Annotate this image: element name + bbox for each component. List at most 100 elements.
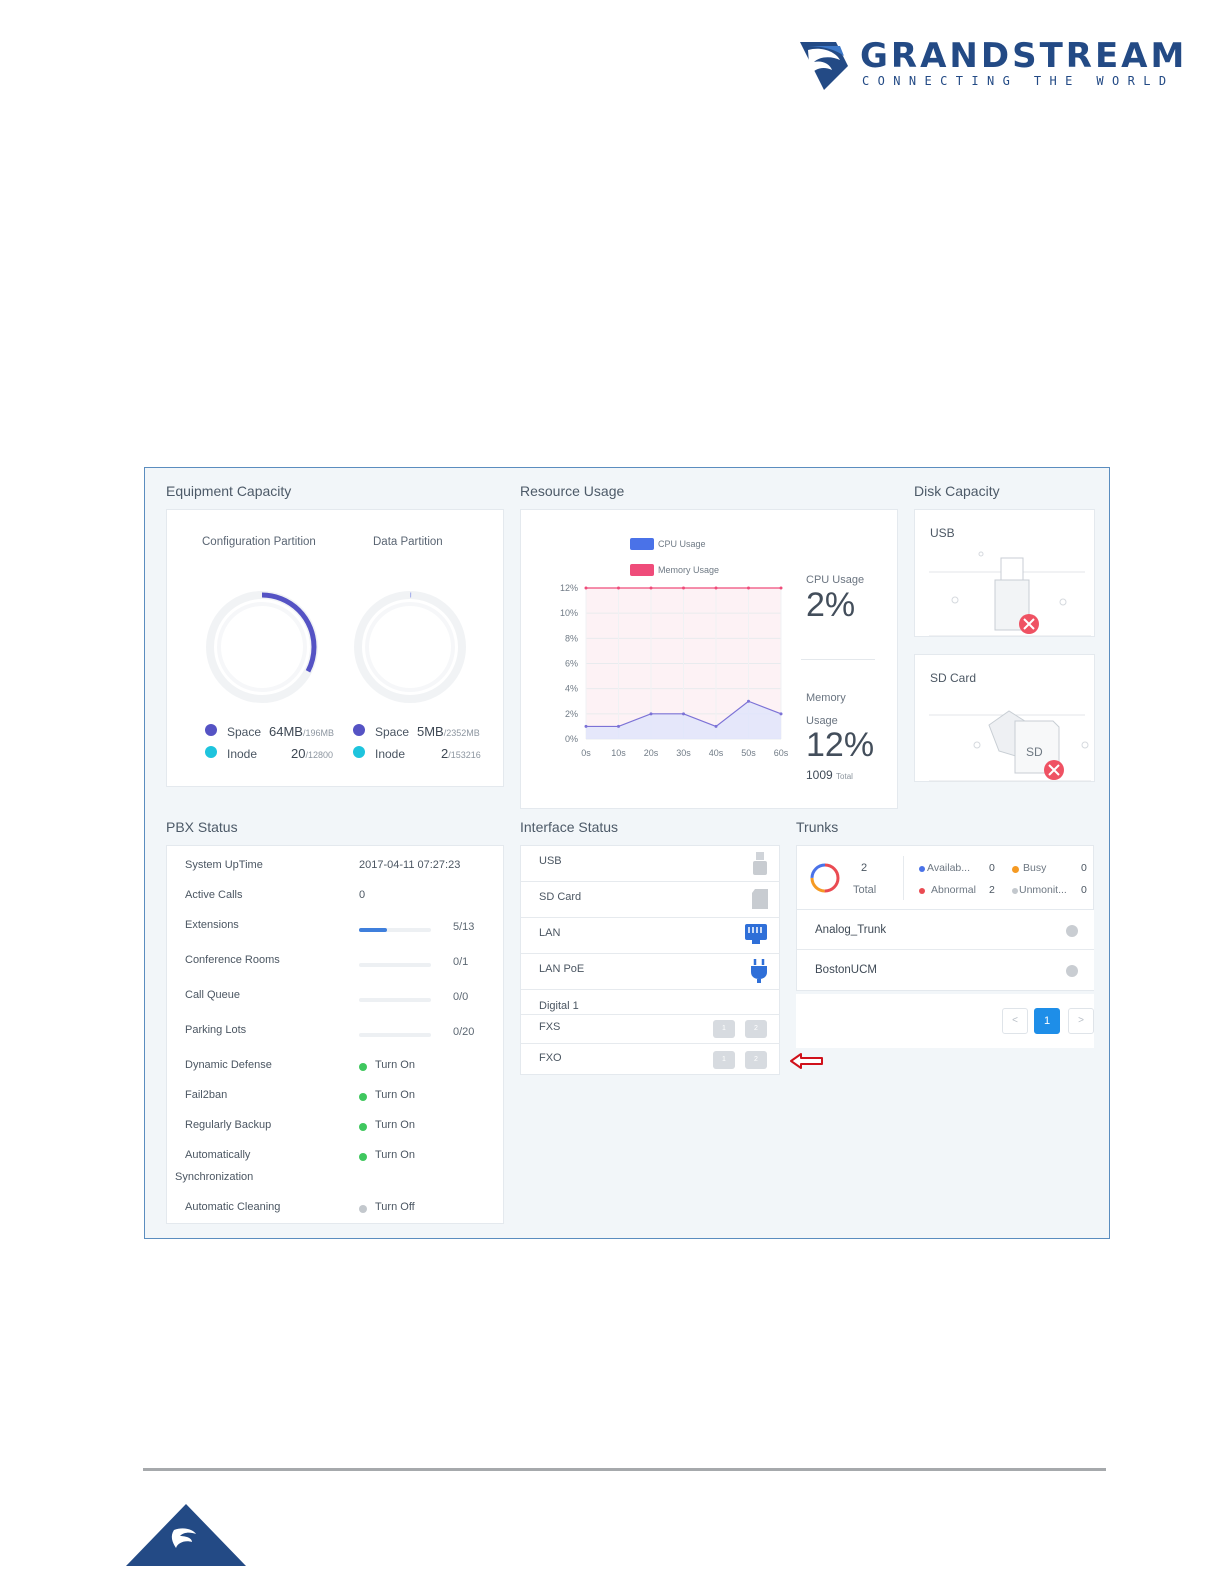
- resource-usage-card: CPU Usage Memory Usage 0% 2% 4% 6% 8% 10% 12% 0…: [520, 509, 898, 809]
- trunks-total-value: 2: [861, 862, 868, 874]
- interface-row-fxs: FXS 1 2: [521, 1014, 780, 1044]
- memory-legend-label: Memory Usage: [658, 565, 720, 575]
- x-tick-label: 10s: [611, 748, 626, 758]
- pbx-row-dynamic-defense: Dynamic Defense Turn On: [185, 1059, 505, 1079]
- interface-row-lan-poe: LAN PoE: [521, 954, 780, 990]
- annotation-arrow-icon: [790, 1053, 823, 1069]
- pbx-count: 0/20: [453, 1026, 475, 1038]
- config-space-arc: [207, 592, 317, 702]
- memory-point: [584, 586, 588, 590]
- pbx-status-text[interactable]: Turn On: [375, 1089, 415, 1101]
- legend-total: /196MB: [302, 728, 334, 738]
- data-inode-legend: Inode 2 /153216: [353, 746, 481, 761]
- unmonitored-dot: [1012, 888, 1018, 894]
- usb-disk-label: USB: [930, 526, 955, 540]
- grandstream-emblem-icon: [800, 42, 848, 90]
- y-tick-label: 10%: [560, 608, 578, 618]
- busy-dot: [1012, 866, 1019, 873]
- pbx-row-active-calls: Active Calls 0: [185, 889, 505, 909]
- sd-card-icon: [929, 710, 1091, 782]
- pbx-label: Automatic Cleaning: [185, 1201, 281, 1213]
- interface-label: FXO: [539, 1052, 562, 1064]
- brand-tagline: CONNECTING THE WORLD: [862, 74, 1175, 88]
- config-partition-donut: [206, 591, 318, 703]
- pbx-label: Regularly Backup: [185, 1119, 272, 1131]
- cpu-legend: CPU Usage: [630, 538, 706, 550]
- data-partition-label: Data Partition: [373, 536, 443, 548]
- memory-point: [682, 586, 685, 590]
- config-partition-label: Configuration Partition: [202, 536, 316, 548]
- pbx-count: 0/0: [453, 991, 469, 1003]
- trunk-status-dot: [1066, 925, 1078, 937]
- memory-swatch: [630, 564, 654, 576]
- config-space-legend: Space 64MB /196MB: [205, 724, 334, 739]
- pbx-label: Active Calls: [185, 889, 243, 901]
- fxs-port-1: 1: [713, 1020, 735, 1038]
- cpu-point: [779, 712, 783, 716]
- available-label: Availab...: [927, 862, 970, 874]
- pbx-label: Call Queue: [185, 989, 241, 1001]
- cpu-swatch: [630, 538, 654, 550]
- equipment-capacity-title: Equipment Capacity: [166, 483, 292, 499]
- interface-row-digital: Digital 1: [521, 990, 780, 1014]
- brand-name: GRANDSTREAM: [860, 36, 1188, 76]
- inode-dot: [205, 746, 217, 758]
- unmonitored-label: Unmonit...: [1019, 884, 1067, 896]
- interface-label: LAN PoE: [539, 963, 585, 975]
- pbx-label: Conference Rooms: [185, 954, 280, 966]
- x-tick-label: 20s: [644, 748, 659, 758]
- fxs-port-2: 2: [745, 1020, 767, 1038]
- disk-capacity-title: Disk Capacity: [914, 483, 1000, 499]
- pbx-label: Parking Lots: [185, 1024, 247, 1036]
- trunk-row[interactable]: BostonUCM: [797, 950, 1094, 990]
- busy-value: 0: [1081, 862, 1087, 874]
- page-1-button[interactable]: 1: [1034, 1008, 1060, 1034]
- pbx-status-text[interactable]: Turn On: [375, 1149, 415, 1161]
- pbx-status-text[interactable]: Turn On: [375, 1059, 415, 1071]
- footer-divider: [143, 1468, 1106, 1471]
- cpu-usage-value: 2%: [806, 586, 856, 624]
- trunk-name: Analog_Trunk: [815, 924, 887, 936]
- status-on-dot: [359, 1093, 367, 1101]
- y-tick-label: 2%: [565, 709, 578, 719]
- grandstream-logo: GRANDSTREAM CONNECTING THE WORLD: [796, 34, 1184, 98]
- next-page-button[interactable]: >: [1068, 1008, 1094, 1034]
- y-tick-label: 8%: [565, 633, 578, 643]
- available-value: 0: [989, 862, 995, 874]
- trunks-total-label: Total: [853, 884, 877, 896]
- pbx-label-continued: Synchronization: [175, 1171, 254, 1183]
- data-partition-donut: [354, 591, 466, 703]
- trunk-row[interactable]: Analog_Trunk: [797, 910, 1094, 950]
- cpu-point: [747, 699, 750, 703]
- legend-value: 2: [441, 746, 449, 761]
- fxo-port-1: 1: [713, 1051, 735, 1069]
- cpu-legend-label: CPU Usage: [658, 539, 706, 549]
- usb-disk-card: USB: [914, 509, 1095, 637]
- abnormal-label: Abnormal: [931, 884, 976, 896]
- interface-label: USB: [539, 855, 562, 867]
- fxo-port-2: 2: [745, 1051, 767, 1069]
- prev-page-button[interactable]: <: [1002, 1008, 1028, 1034]
- pbx-status-text[interactable]: Turn Off: [375, 1201, 415, 1213]
- pbx-status-text[interactable]: Turn On: [375, 1119, 415, 1131]
- y-tick-label: 0%: [565, 734, 578, 744]
- pbx-row-uptime: System UpTime 2017-04-11 07:27:23: [185, 859, 505, 879]
- pbx-row-conference-rooms: Conference Rooms 0/1: [185, 954, 505, 974]
- divider: [801, 659, 875, 660]
- available-dot: [919, 866, 925, 872]
- interface-label: Digital 1: [539, 1000, 579, 1012]
- legend-label: Inode: [375, 747, 406, 761]
- pbx-label: Fail2ban: [185, 1089, 228, 1101]
- trunks-summary-card: 2 Total Availab... 0 Busy 0 Abnormal 2 U…: [796, 845, 1094, 909]
- pbx-value: 2017-04-11 07:27:23: [359, 859, 461, 871]
- cpu-point: [714, 724, 718, 728]
- space-dot: [205, 724, 217, 736]
- call-queue-progress-bar: [359, 998, 431, 1002]
- pbx-row-regularly-backup: Regularly Backup Turn On: [185, 1119, 505, 1139]
- cpu-point: [584, 724, 588, 728]
- memory-usage-value: 12%: [806, 726, 875, 764]
- sd-icon-text: SD: [1026, 745, 1043, 759]
- progress-fill: [359, 928, 387, 932]
- x-tick-label: 40s: [709, 748, 724, 758]
- memory-point: [747, 586, 750, 590]
